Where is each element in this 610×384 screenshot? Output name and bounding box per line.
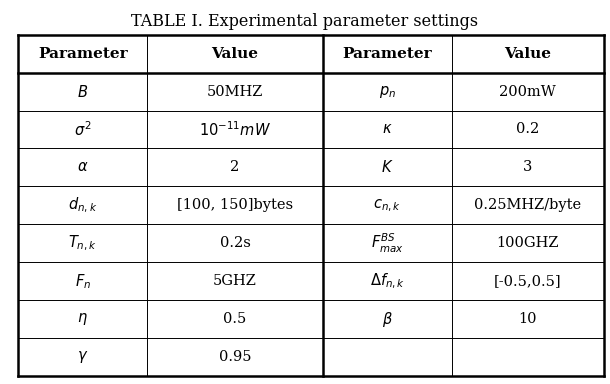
Text: $K$: $K$ — [381, 159, 393, 175]
Text: 0.25MHZ/byte: 0.25MHZ/byte — [474, 199, 581, 212]
Text: $F_{max}^{BS}$: $F_{max}^{BS}$ — [371, 232, 404, 255]
Text: Parameter: Parameter — [38, 46, 127, 61]
Text: $\eta$: $\eta$ — [77, 311, 88, 327]
Text: 0.5: 0.5 — [223, 312, 246, 326]
Text: $10^{-11}mW$: $10^{-11}mW$ — [199, 120, 271, 139]
Text: $\Delta f_{n,k}$: $\Delta f_{n,k}$ — [370, 272, 405, 291]
Text: $d_{n,k}$: $d_{n,k}$ — [68, 196, 98, 215]
Text: Parameter: Parameter — [342, 46, 432, 61]
Text: $p_n$: $p_n$ — [379, 84, 396, 99]
Text: $c_{n,k}$: $c_{n,k}$ — [373, 197, 401, 214]
Text: 200mW: 200mW — [500, 84, 556, 99]
Text: $F_n$: $F_n$ — [74, 272, 91, 291]
Text: 3: 3 — [523, 161, 533, 174]
Text: [100, 150]bytes: [100, 150]bytes — [177, 199, 293, 212]
Text: Value: Value — [504, 46, 551, 61]
Text: 5GHZ: 5GHZ — [213, 275, 257, 288]
Text: 100GHZ: 100GHZ — [497, 237, 559, 250]
Text: 10: 10 — [518, 312, 537, 326]
Text: $\sigma^2$: $\sigma^2$ — [74, 120, 92, 139]
Text: Value: Value — [212, 46, 259, 61]
Text: 50MHZ: 50MHZ — [207, 84, 263, 99]
Text: $T_{n,k}$: $T_{n,k}$ — [68, 234, 97, 253]
Text: $B$: $B$ — [77, 84, 88, 99]
Text: $\kappa$: $\kappa$ — [382, 122, 392, 136]
Text: 0.2: 0.2 — [516, 122, 539, 136]
Text: 0.95: 0.95 — [219, 350, 251, 364]
Text: $\alpha$: $\alpha$ — [77, 161, 88, 174]
Text: $\beta$: $\beta$ — [382, 310, 393, 329]
Text: $\gamma$: $\gamma$ — [77, 349, 88, 365]
Text: 0.2s: 0.2s — [220, 237, 251, 250]
Text: [-0.5,0.5]: [-0.5,0.5] — [494, 275, 562, 288]
Text: TABLE I. Experimental parameter settings: TABLE I. Experimental parameter settings — [131, 13, 479, 30]
Text: 2: 2 — [231, 161, 240, 174]
